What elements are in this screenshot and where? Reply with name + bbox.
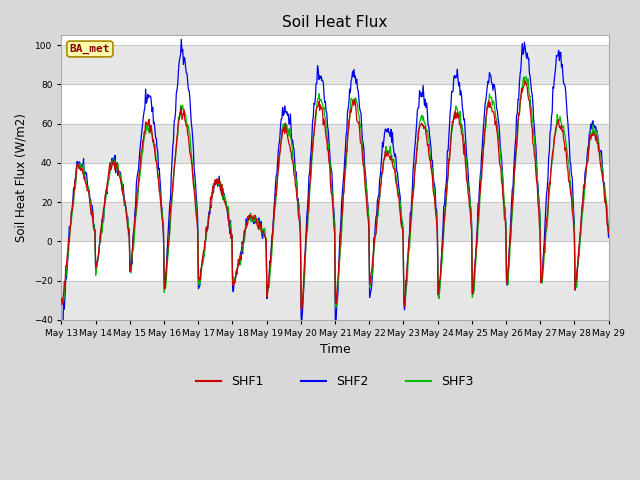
Title: Soil Heat Flux: Soil Heat Flux <box>282 15 388 30</box>
Bar <box>61 45 609 84</box>
X-axis label: Time: Time <box>319 343 350 356</box>
Bar <box>61 280 609 320</box>
Bar <box>61 124 609 163</box>
Legend: SHF1, SHF2, SHF3: SHF1, SHF2, SHF3 <box>191 370 479 393</box>
Y-axis label: Soil Heat Flux (W/m2): Soil Heat Flux (W/m2) <box>15 113 28 242</box>
Bar <box>61 202 609 241</box>
Text: BA_met: BA_met <box>70 44 110 54</box>
